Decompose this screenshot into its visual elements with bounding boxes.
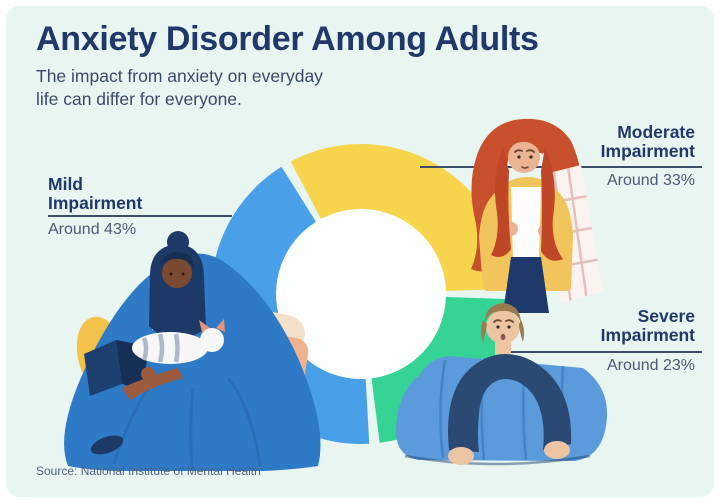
skirt [503,257,549,313]
cat [132,319,225,364]
face [160,252,194,288]
hands [448,441,570,465]
donut-segment-moderate [290,144,511,292]
callout-mild-line1: Mild [48,174,83,194]
callout-mild-line2: Impairment [48,193,143,213]
subtitle-line-1: The impact from anxiety on everyday [36,66,323,86]
top [511,187,541,261]
callout-moderate: Moderate Impairment [601,123,695,161]
callout-moderate-line1: Moderate [617,122,695,142]
callout-mild-title: Mild Impairment [48,175,142,213]
sock-foot [90,435,124,455]
subtitle-line-2: life can differ for everyone. [36,88,242,109]
callout-mild-value: Around 43% [48,221,137,238]
callout-moderate-line2: Impairment [600,141,695,161]
hair-front [491,147,563,261]
callout-mild: Mild Impairment [48,175,142,213]
illustration-moderate-person [471,118,603,313]
donut-hole [275,208,447,380]
page-subtitle: The impact from anxiety on everyday life … [36,65,539,110]
callout-severe-title: Severe Impairment [601,307,695,345]
page-title: Anxiety Disorder Among Adults [36,20,539,58]
blanket [64,253,321,471]
illustration-mild-person [64,231,321,471]
header: Anxiety Disorder Among Adults The impact… [36,20,539,110]
sweater-arms [448,354,572,452]
illustration-severe-person [395,303,608,466]
callout-severe-line1: Severe [637,306,695,326]
callout-moderate-title: Moderate Impairment [601,123,695,161]
callout-severe-value: Around 23% [606,357,695,374]
callout-severe: Severe Impairment [601,307,695,345]
face [506,134,543,173]
source-attribution: Source: National Institute of Mental Hea… [36,464,261,478]
face [481,303,525,344]
callout-moderate-value: Around 33% [606,172,695,189]
callout-severe-line2: Impairment [600,325,695,345]
